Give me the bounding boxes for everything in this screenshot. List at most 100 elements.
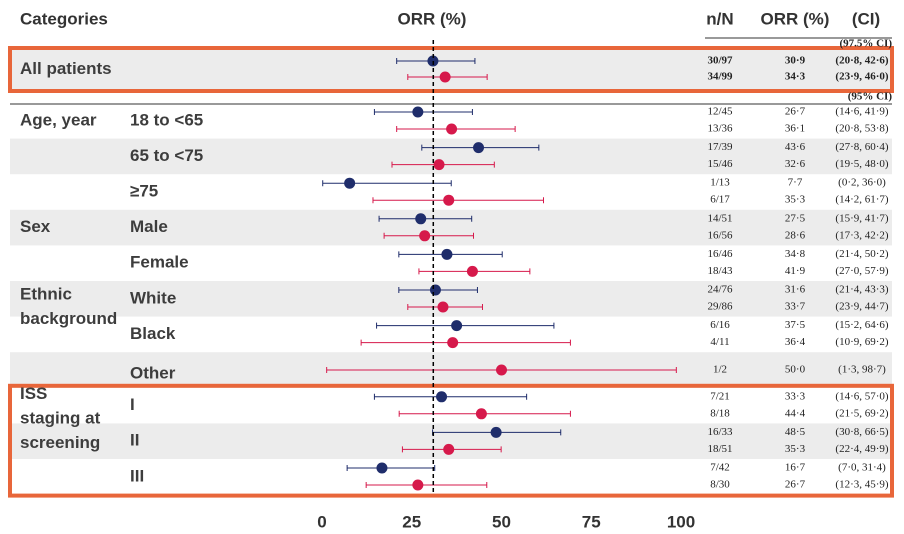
ci-text: (14·6, 41·9) (835, 106, 888, 118)
row-label: White (130, 288, 176, 307)
n-over-n: 12/45 (707, 106, 733, 118)
ci-text: (15·2, 64·6) (835, 319, 888, 331)
ci-whisker (373, 109, 473, 115)
point-estimate (475, 408, 487, 420)
highlight-box (8, 46, 894, 93)
n-over-n: 13/36 (707, 123, 733, 135)
ci-note: (95% CI) (848, 91, 893, 103)
n-over-n: 16/46 (707, 248, 733, 260)
n-over-n: 34/99 (707, 71, 733, 83)
point-estimate (439, 71, 451, 83)
ci-text: (7·0, 31·4) (838, 462, 886, 474)
n-over-n: 16/33 (707, 426, 733, 438)
group-label: All patients (20, 59, 112, 78)
orr-value: 26·7 (785, 106, 806, 118)
group-label: Age, year (20, 110, 97, 129)
header-n: n/N (706, 9, 733, 28)
point-estimate (344, 177, 356, 189)
ci-whisker (373, 393, 528, 400)
header-orr: ORR (%) (761, 9, 830, 28)
orr-value: 30·9 (785, 55, 806, 67)
n-over-n: 14/51 (707, 212, 732, 224)
row-band (10, 281, 892, 317)
orr-value: 26·7 (785, 479, 806, 491)
n-over-n: 7/42 (710, 462, 730, 474)
orr-value: 28·6 (785, 229, 806, 241)
orr-value: 34·8 (785, 248, 806, 260)
point-estimate (433, 159, 445, 171)
ci-text: (23·9, 44·7) (835, 301, 888, 313)
header-plot: ORR (%) (398, 9, 467, 28)
row-label: I (130, 395, 135, 414)
x-tick-label: 50 (492, 512, 511, 531)
row-label: ≥75 (130, 181, 158, 200)
orr-value: 33·3 (785, 390, 806, 402)
ci-text: (30·8, 66·5) (835, 426, 888, 438)
n-over-n: 8/18 (710, 407, 730, 419)
x-tick-label: 0 (317, 512, 326, 531)
point-estimate (447, 337, 459, 349)
boxes-layer (8, 46, 894, 498)
row-label: 18 to <65 (130, 110, 203, 129)
orr-value: 7·7 (788, 177, 803, 189)
n-over-n: 30/97 (707, 55, 733, 67)
ci-note: (97.5% CI) (839, 38, 892, 50)
ci-text: (17·3, 42·2) (835, 229, 888, 241)
ci-text: (10·9, 69·2) (835, 336, 888, 348)
n-over-n: 1/13 (710, 177, 730, 189)
n-over-n: 1/2 (713, 364, 727, 376)
ci-text: (14·6, 57·0) (835, 390, 888, 402)
orr-value: 37·5 (785, 319, 806, 331)
group-label: ISS (20, 384, 47, 403)
x-tick-label: 100 (667, 512, 695, 531)
ci-text: (23·9, 46·0) (835, 71, 889, 83)
row-label: 65 to <75 (130, 146, 203, 165)
n-over-n: 18/43 (707, 265, 733, 277)
point-estimate (429, 284, 441, 296)
ci-whisker (346, 465, 436, 471)
orr-value: 16·7 (785, 462, 806, 474)
point-estimate (415, 213, 427, 225)
point-estimate (496, 364, 507, 376)
orr-value: 41·9 (785, 265, 806, 277)
ci-text: (21·5, 69·2) (835, 407, 888, 419)
marks-layer (321, 40, 682, 505)
row-label: Male (130, 217, 168, 236)
orr-value: 43·6 (785, 141, 806, 153)
n-over-n: 8/30 (710, 479, 730, 491)
ci-whisker (376, 322, 555, 329)
row-band (10, 138, 892, 175)
x-tick-label: 75 (582, 512, 601, 531)
point-estimate (490, 426, 502, 438)
x-tick-label: 25 (402, 512, 421, 531)
point-estimate (441, 248, 453, 260)
row-band (10, 48, 892, 91)
row-label: Black (130, 324, 176, 343)
point-estimate (451, 320, 463, 332)
ci-whisker (365, 482, 488, 488)
ci-text: (22·4, 49·9) (835, 443, 888, 455)
ci-text: (15·9, 41·7) (835, 212, 888, 224)
point-estimate (436, 391, 448, 403)
ci-text: (19·5, 48·0) (835, 158, 888, 170)
ci-text: (21·4, 50·2) (835, 248, 888, 260)
orr-value: 36·4 (785, 336, 806, 348)
row-label: III (130, 466, 144, 485)
ci-text: (12·3, 45·9) (835, 479, 888, 491)
orr-value: 44·4 (785, 407, 806, 419)
ci-text: (20·8, 53·8) (835, 123, 888, 135)
group-label: screening (20, 433, 100, 452)
orr-value: 48·5 (785, 426, 806, 438)
ci-text: (27·0, 57·9) (835, 265, 888, 277)
orr-value: 27·5 (785, 212, 806, 224)
ci-whisker (360, 339, 571, 346)
orr-value: 31·6 (785, 284, 806, 296)
ci-text: (27·8, 60·4) (835, 141, 888, 153)
point-estimate (443, 443, 455, 455)
row-label: Female (130, 253, 189, 272)
point-estimate (419, 230, 431, 242)
orr-value: 34·3 (785, 71, 806, 83)
point-estimate (437, 301, 449, 313)
n-over-n: 16/56 (707, 229, 733, 241)
